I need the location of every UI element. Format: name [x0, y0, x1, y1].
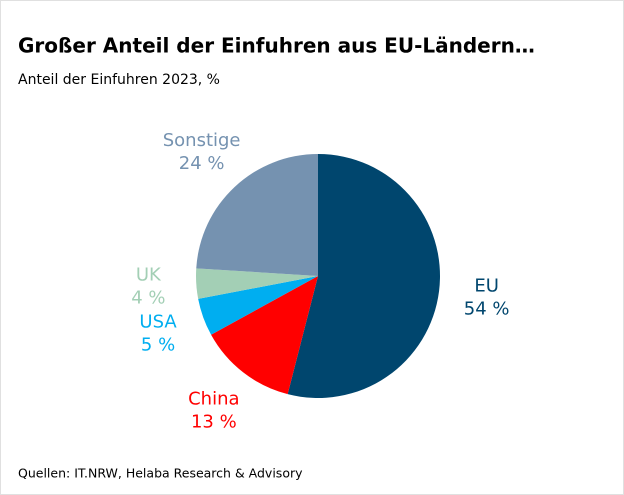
pie-slice [196, 268, 318, 299]
chart-subtitle: Anteil der Einfuhren 2023, % [18, 72, 220, 88]
pie-slice [287, 154, 440, 398]
value-label: 24 % [179, 153, 225, 174]
slice-label: USA [139, 312, 177, 333]
value-label: 54 % [464, 298, 510, 319]
value-label: 4 % [131, 288, 165, 309]
value-label: 5 % [141, 335, 175, 356]
slice-label: UK [136, 265, 162, 286]
source: Quellen: IT.NRW, Helaba Research & Advis… [18, 466, 303, 481]
slice-label: China [188, 388, 239, 409]
pie-slice [211, 276, 318, 395]
value-label: 13 % [191, 411, 237, 432]
slice-label: Sonstige [163, 130, 241, 151]
pie-slice [196, 154, 318, 276]
chart-title: Großer Anteil der Einfuhren aus EU-Lände… [18, 34, 535, 58]
pie-slice [198, 276, 318, 335]
slice-label: EU [474, 275, 499, 296]
